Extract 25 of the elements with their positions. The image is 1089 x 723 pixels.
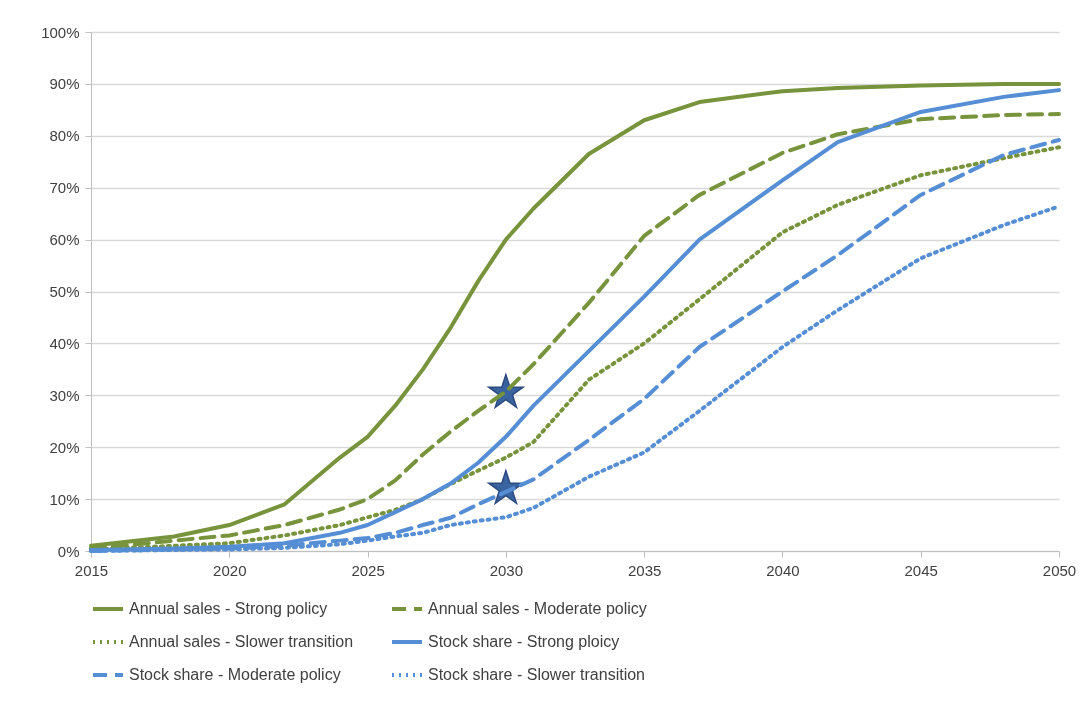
x-tick-label: 2025 bbox=[351, 561, 385, 579]
legend-label: Annual sales - Moderate policy bbox=[428, 600, 647, 617]
y-tick-label: 10% bbox=[49, 490, 80, 508]
y-tick-label: 100% bbox=[41, 23, 80, 41]
legend-label: Annual sales - Strong policy bbox=[129, 600, 328, 617]
y-tick-label: 90% bbox=[49, 75, 80, 93]
y-tick-label: 70% bbox=[49, 179, 80, 197]
legend-label: Annual sales - Slower transition bbox=[129, 633, 354, 650]
x-tick-label: 2020 bbox=[213, 561, 247, 579]
x-tick-label: 2035 bbox=[627, 561, 662, 579]
x-tick-label: 2050 bbox=[1042, 561, 1077, 579]
legend-label: Stock share - Strong ploicy bbox=[428, 633, 620, 650]
y-tick-label: 40% bbox=[49, 334, 80, 352]
x-tick-label: 2015 bbox=[74, 561, 109, 579]
y-tick-label: 80% bbox=[49, 127, 80, 145]
y-tick-label: 0% bbox=[57, 542, 80, 560]
x-tick-label: 2040 bbox=[766, 561, 800, 579]
x-tick-label: 2030 bbox=[489, 561, 524, 579]
y-tick-label: 60% bbox=[49, 231, 80, 249]
y-tick-label: 50% bbox=[49, 283, 80, 300]
legend-label: Stock share - Slower transition bbox=[428, 666, 645, 683]
x-tick-label: 2045 bbox=[904, 561, 938, 579]
y-tick-label: 30% bbox=[49, 386, 80, 404]
legend-label: Stock share - Moderate policy bbox=[129, 666, 341, 683]
y-tick-label: 20% bbox=[49, 438, 80, 456]
